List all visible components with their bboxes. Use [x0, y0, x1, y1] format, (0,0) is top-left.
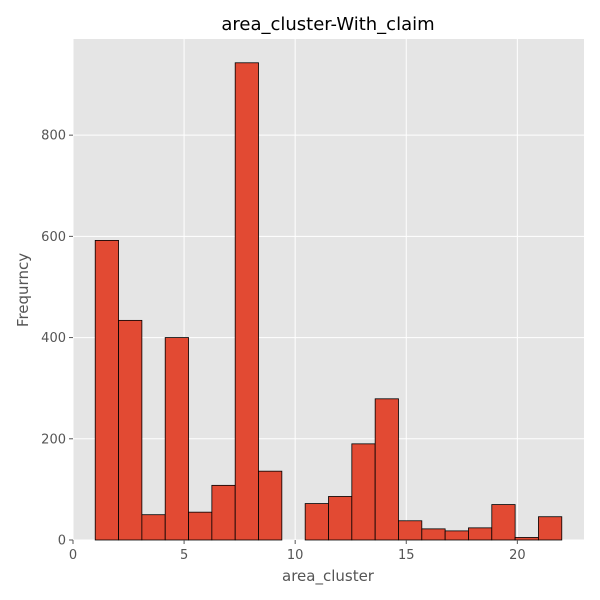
x-tick-label: 0	[69, 548, 77, 563]
x-tick-label: 10	[287, 548, 304, 563]
histogram-bar	[328, 496, 353, 541]
y-tick-label: 200	[41, 432, 66, 447]
histogram-bar	[491, 504, 516, 541]
x-axis-ticks: 0 5 10 15 20	[69, 540, 526, 563]
histogram-bar	[444, 530, 469, 541]
histogram-bar	[211, 484, 236, 541]
histogram-bar	[421, 528, 446, 541]
y-axis-label: Frequrncy	[14, 253, 32, 327]
y-tick-label: 400	[41, 331, 66, 346]
y-tick-label: 800	[41, 129, 66, 144]
histogram-bar	[118, 319, 143, 541]
plot-area	[73, 39, 584, 540]
histogram-bar	[141, 514, 166, 541]
histogram-bar	[374, 398, 399, 541]
chart-title: area_cluster-With_claim	[221, 14, 434, 35]
y-tick-label: 600	[41, 230, 66, 245]
histogram-bar	[398, 520, 423, 541]
histogram-bar	[234, 62, 259, 541]
histogram-bar	[351, 443, 376, 541]
histogram-bar	[258, 470, 283, 541]
histogram-bar	[164, 337, 189, 541]
x-tick-label: 5	[180, 548, 188, 563]
bars	[94, 62, 563, 541]
y-axis-ticks: 0 200 400 600 800	[41, 129, 73, 549]
histogram-bar	[304, 503, 329, 541]
x-tick-label: 20	[509, 548, 526, 563]
histogram-bar	[514, 537, 539, 541]
y-tick-label: 0	[58, 534, 66, 549]
x-axis-label: area_cluster	[282, 567, 375, 586]
histogram-bar	[94, 240, 119, 541]
histogram-bar	[188, 511, 213, 541]
x-tick-label: 15	[398, 548, 415, 563]
histogram-bar	[468, 527, 493, 541]
histogram-bar	[538, 516, 563, 541]
